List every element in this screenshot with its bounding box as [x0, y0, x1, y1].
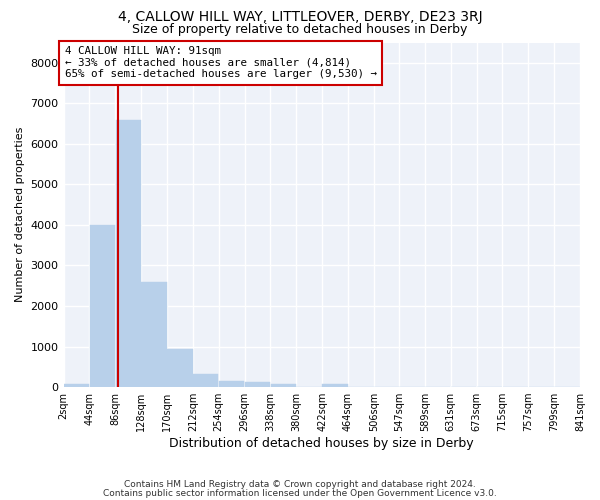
- Text: 4, CALLOW HILL WAY, LITTLEOVER, DERBY, DE23 3RJ: 4, CALLOW HILL WAY, LITTLEOVER, DERBY, D…: [118, 10, 482, 24]
- Text: 4 CALLOW HILL WAY: 91sqm
← 33% of detached houses are smaller (4,814)
65% of sem: 4 CALLOW HILL WAY: 91sqm ← 33% of detach…: [65, 46, 377, 79]
- Bar: [89, 225, 115, 387]
- Text: Contains HM Land Registry data © Crown copyright and database right 2024.: Contains HM Land Registry data © Crown c…: [124, 480, 476, 489]
- Bar: [271, 384, 296, 387]
- Bar: [322, 384, 347, 387]
- Text: Contains public sector information licensed under the Open Government Licence v3: Contains public sector information licen…: [103, 488, 497, 498]
- Bar: [219, 381, 244, 387]
- Bar: [64, 384, 89, 387]
- Bar: [245, 382, 270, 387]
- Bar: [116, 120, 141, 387]
- Bar: [142, 282, 167, 387]
- Y-axis label: Number of detached properties: Number of detached properties: [15, 127, 25, 302]
- Text: Size of property relative to detached houses in Derby: Size of property relative to detached ho…: [133, 22, 467, 36]
- Bar: [193, 374, 218, 387]
- Bar: [167, 348, 193, 387]
- X-axis label: Distribution of detached houses by size in Derby: Distribution of detached houses by size …: [169, 437, 474, 450]
